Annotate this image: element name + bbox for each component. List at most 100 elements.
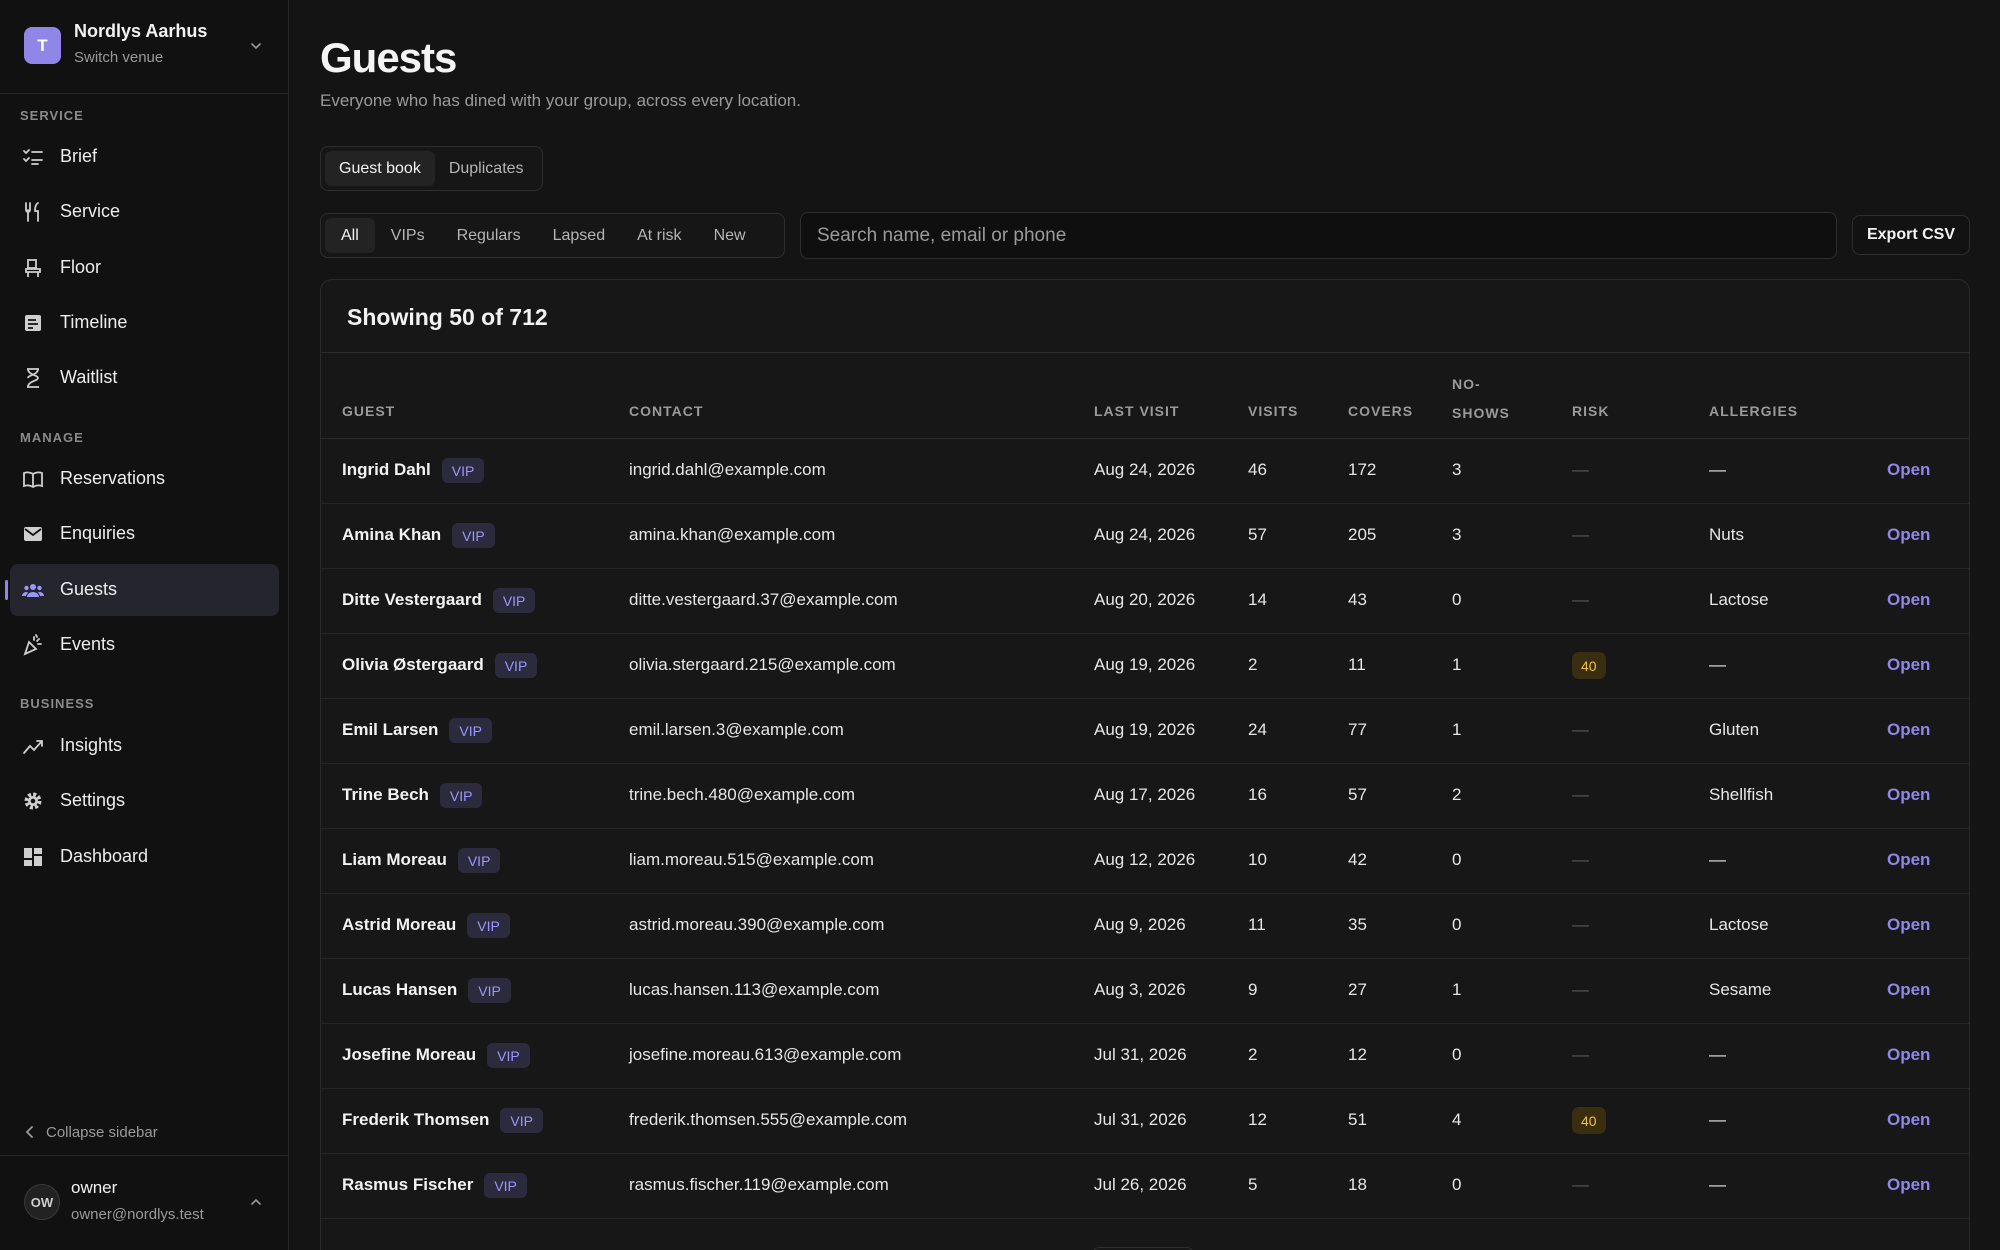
no-show-count: 4	[1452, 1110, 1462, 1129]
chevron-down-icon	[251, 43, 261, 50]
column-header-guest[interactable]: GUEST	[342, 403, 396, 419]
search-input[interactable]	[800, 212, 1837, 259]
cover-count: 11	[1348, 655, 1366, 674]
visit-count: 24	[1248, 720, 1267, 739]
last-visit: Jul 31, 2026	[1094, 1045, 1187, 1064]
allergies: Sesame	[1709, 980, 1772, 999]
open-guest-link[interactable]: Open	[1887, 720, 1931, 739]
party-icon	[23, 634, 42, 656]
export-csv-button[interactable]: Export CSV	[1852, 215, 1970, 255]
open-guest-link[interactable]: Open	[1887, 785, 1931, 804]
vip-badge: VIP	[449, 718, 492, 743]
guest-name: Olivia Østergaard	[342, 655, 484, 674]
last-visit: Aug 3, 2026	[1094, 980, 1186, 999]
guest-email: olivia.stergaard.215@example.com	[629, 655, 896, 674]
cover-count: 12	[1348, 1045, 1367, 1064]
chair-icon	[25, 259, 41, 277]
sidebar-item-settings[interactable]: Settings	[10, 775, 279, 827]
open-guest-link[interactable]: Open	[1887, 1175, 1931, 1194]
sidebar-item-events[interactable]: Events	[10, 619, 279, 671]
sidebar-item-reservations[interactable]: Reservations	[10, 453, 279, 505]
collapse-sidebar-button[interactable]: Collapse sidebar	[24, 1120, 158, 1144]
table-row[interactable]: Ditte Vestergaard VIP ditte.vestergaard.37…	[321, 569, 1969, 634]
sidebar-item-timeline[interactable]: Timeline	[10, 297, 279, 349]
open-guest-link[interactable]: Open	[1887, 980, 1931, 999]
column-header-visits[interactable]: VISITS	[1248, 403, 1299, 419]
risk-score: —	[1572, 460, 1589, 479]
column-header-contact[interactable]: CONTACT	[629, 403, 704, 419]
open-guest-link[interactable]: Open	[1887, 1110, 1931, 1129]
risk-score: —	[1572, 590, 1589, 609]
vip-badge: VIP	[494, 653, 538, 678]
user-menu[interactable]: OW owner owner@nordlys.test	[0, 1155, 288, 1250]
user-name: owner	[71, 1178, 118, 1197]
no-show-count: 0	[1452, 850, 1462, 869]
sidebar-item-label: Brief	[60, 146, 98, 166]
table-row[interactable]: Trine Bech VIP trine.bech.480@example.com A…	[321, 764, 1969, 829]
sidebar-item-dashboard[interactable]: Dashboard	[10, 831, 279, 883]
allergies: —	[1709, 460, 1726, 479]
column-header-no-shows[interactable]: NO-SHOWS	[1452, 376, 1510, 421]
table-row[interactable]: Amina Khan VIP amina.khan@example.com Aug 2…	[321, 504, 1969, 569]
table-row[interactable]: Emil Larsen VIP emil.larsen.3@example.com A…	[321, 699, 1969, 764]
tab-guest-book[interactable]: Guest book	[325, 151, 435, 186]
sidebar-item-guests[interactable]: Guests	[5, 564, 279, 616]
sidebar-item-insights[interactable]: Insights	[10, 720, 279, 772]
filter-regulars[interactable]: Regulars	[456, 226, 521, 244]
filter-lapsed[interactable]: Lapsed	[552, 226, 606, 244]
column-header-allergies[interactable]: ALLERGIES	[1709, 403, 1799, 419]
open-guest-link[interactable]: Open	[1887, 590, 1931, 609]
visit-count: 11	[1248, 915, 1266, 934]
table-row[interactable]: Ingrid Dahl VIP ingrid.dahl@example.com Aug…	[321, 439, 1969, 504]
column-header-covers[interactable]: COVERS	[1348, 403, 1414, 419]
open-guest-link[interactable]: Open	[1887, 655, 1931, 674]
no-show-count: 1	[1452, 980, 1462, 999]
cover-count: 77	[1348, 720, 1367, 739]
guest-name: Lucas Hansen	[342, 980, 458, 999]
open-guest-link[interactable]: Open	[1887, 525, 1931, 544]
column-header-risk[interactable]: RISK	[1572, 403, 1610, 419]
allergies: —	[1709, 1045, 1726, 1064]
vip-badge: VIP	[467, 913, 510, 938]
filter-at-risk[interactable]: At risk	[637, 226, 682, 244]
guest-name: Frederik Thomsen	[342, 1110, 490, 1129]
guest-email: emil.larsen.3@example.com	[629, 720, 844, 739]
sidebar-item-brief[interactable]: Brief	[10, 131, 279, 183]
sidebar-item-floor[interactable]: Floor	[10, 242, 279, 294]
sidebar-item-enquiries[interactable]: Enquiries	[10, 508, 279, 560]
column-header-last-visit[interactable]: LAST VISIT	[1094, 403, 1180, 419]
open-guest-link[interactable]: Open	[1887, 915, 1931, 934]
table-summary: Showing 50 of 712	[347, 304, 548, 330]
table-row[interactable]: Liam Moreau VIP liam.moreau.515@example.co…	[321, 829, 1969, 894]
filter-vips[interactable]: VIPs	[390, 226, 425, 244]
visit-count: 5	[1248, 1175, 1258, 1194]
visit-count: 46	[1248, 460, 1267, 479]
open-guest-link[interactable]: Open	[1887, 850, 1931, 869]
table-row[interactable]: Frederik Thomsen VIP frederik.thomsen.555@…	[321, 1089, 1969, 1154]
table-row[interactable]: Olivia Østergaard VIP olivia.stergaard.215…	[321, 634, 1969, 699]
sidebar-item-waitlist[interactable]: Waitlist	[10, 352, 279, 404]
guest-email: ditte.vestergaard.37@example.com	[629, 590, 898, 609]
open-guest-link[interactable]: Open	[1887, 460, 1931, 479]
cover-count: 18	[1348, 1175, 1367, 1194]
table-row[interactable]: Lucas Hansen VIP lucas.hansen.113@example.…	[321, 959, 1969, 1024]
table-row[interactable]: Rasmus Fischer VIP rasmus.fischer.119@exam…	[321, 1154, 1969, 1219]
sidebar-item-service[interactable]: Service	[10, 186, 279, 238]
table-row[interactable]: Astrid Moreau VIP astrid.moreau.390@exampl…	[321, 894, 1969, 959]
filter-all[interactable]: All	[325, 218, 375, 253]
tab-duplicates[interactable]: Duplicates	[448, 159, 524, 177]
last-visit: Aug 24, 2026	[1094, 525, 1196, 544]
guest-email: liam.moreau.515@example.com	[629, 850, 874, 869]
sidebar-item-label: Waitlist	[60, 367, 118, 387]
allergies: —	[1709, 655, 1726, 674]
fork-knife-icon	[25, 202, 39, 222]
vip-badge: VIP	[439, 783, 483, 808]
vip-badge: VIP	[492, 588, 536, 613]
open-guest-link[interactable]: Open	[1887, 1045, 1931, 1064]
venue-switcher[interactable]: T Nordlys Aarhus Switch venue	[0, 0, 288, 94]
guest-name: Ingrid Dahl	[342, 460, 431, 479]
filter-new[interactable]: New	[713, 226, 746, 244]
guest-email: rasmus.fischer.119@example.com	[629, 1175, 889, 1194]
table-row[interactable]: Josefine Moreau VIP josefine.moreau.613@ex…	[321, 1024, 1969, 1089]
no-show-count: 0	[1452, 590, 1462, 609]
